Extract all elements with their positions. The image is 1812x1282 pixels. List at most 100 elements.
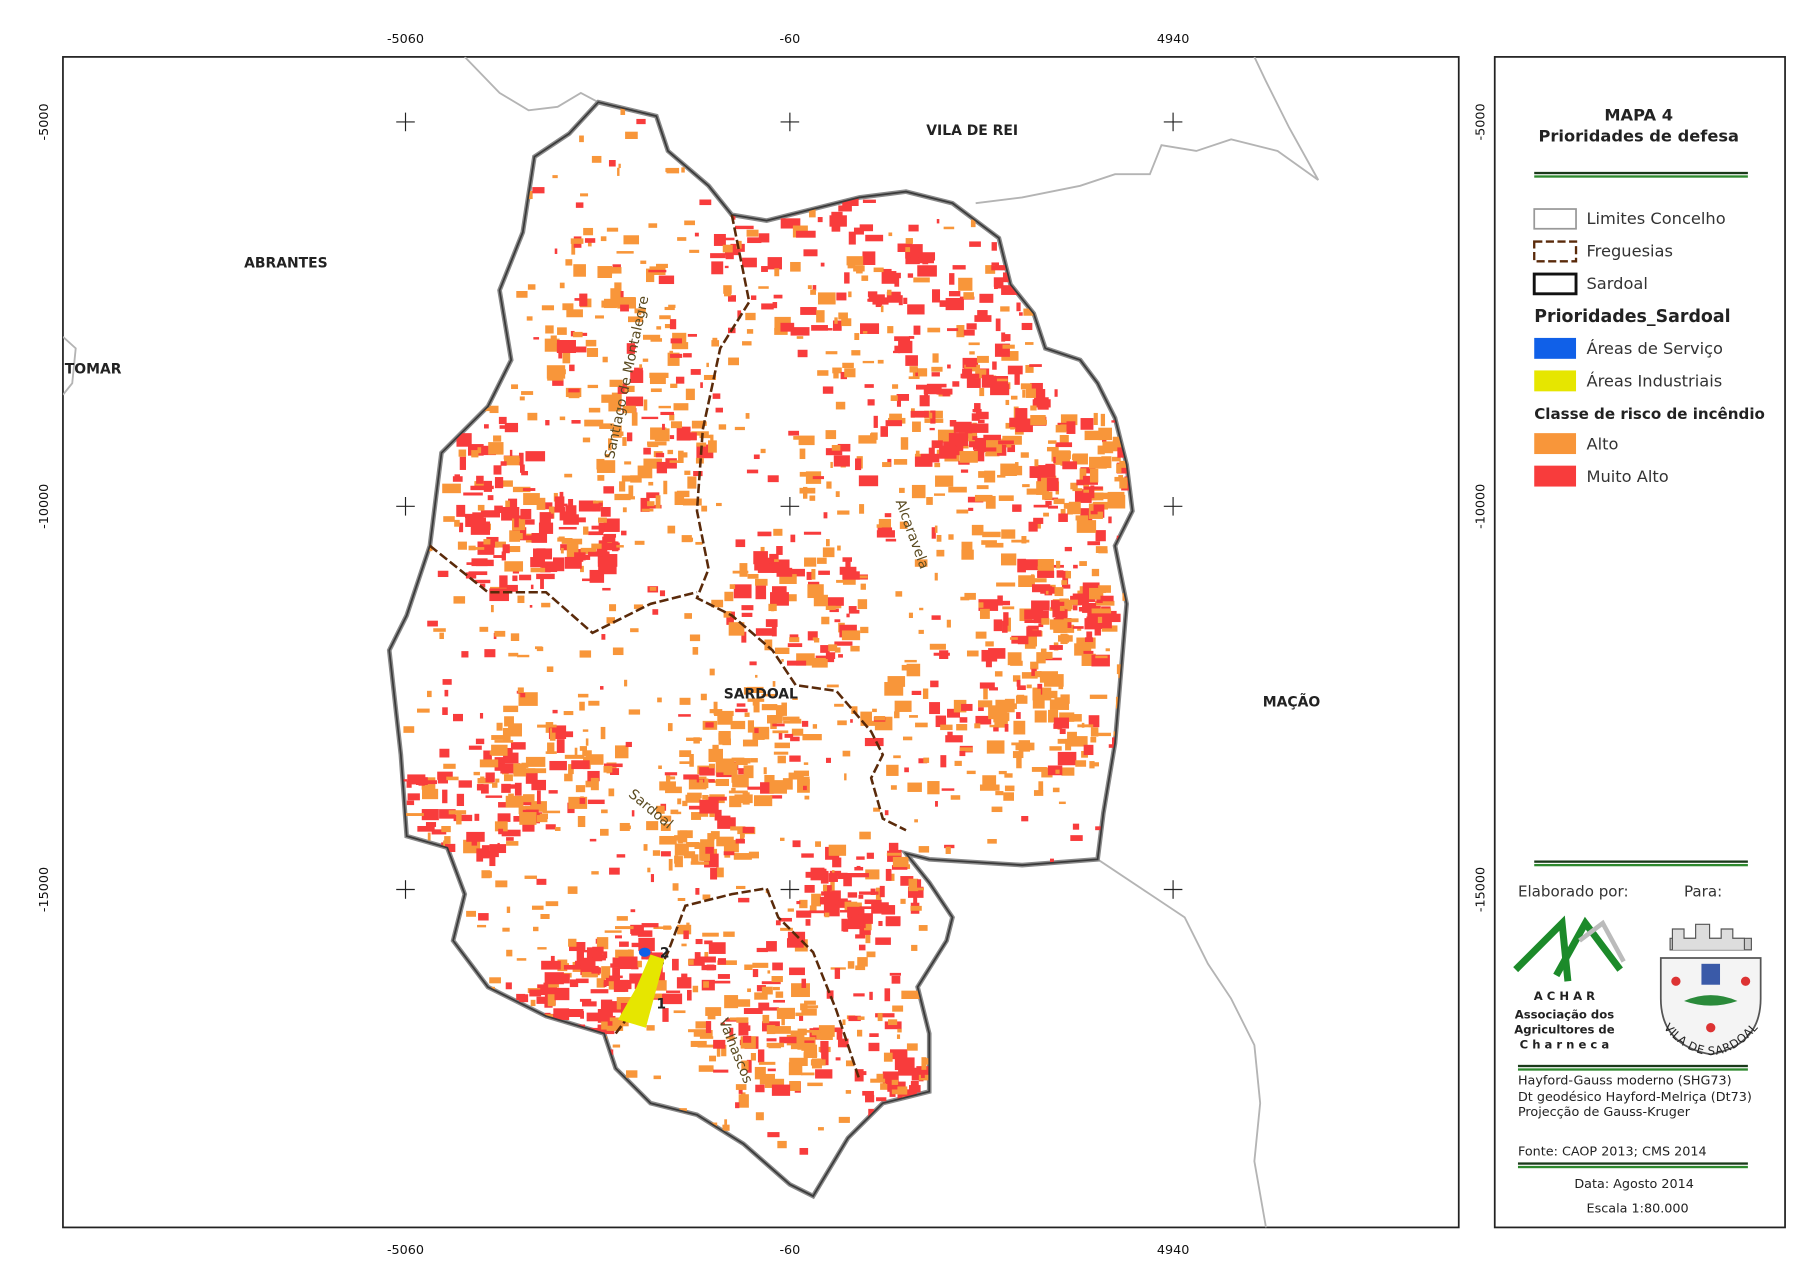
risk-patch (802, 734, 822, 741)
risk-patch (940, 724, 953, 731)
risk-patch (506, 949, 513, 957)
risk-patch (1054, 389, 1058, 397)
risk-patch (570, 238, 584, 244)
risk-patch (1083, 744, 1094, 756)
risk-patch (417, 708, 430, 713)
risk-patch (533, 337, 540, 340)
risk-patch (733, 584, 752, 599)
risk-patch (970, 219, 976, 228)
risk-patch (633, 604, 644, 609)
risk-patch (799, 1147, 809, 1155)
risk-patch (674, 491, 685, 506)
risk-patch (831, 224, 841, 232)
risk-patch (1004, 773, 1013, 778)
risk-patch (774, 742, 790, 749)
risk-patch (510, 633, 520, 641)
risk-patch (734, 999, 751, 1007)
risk-patch (683, 774, 699, 780)
risk-patch (602, 356, 608, 363)
risk-patch (601, 1021, 608, 1030)
x-coord-label: -60 (779, 32, 800, 47)
risk-patch (692, 985, 699, 993)
risk-patch (973, 437, 992, 450)
risk-patch (926, 497, 933, 505)
risk-patch (968, 342, 980, 346)
risk-patch (797, 1037, 816, 1050)
risk-patch (525, 451, 546, 462)
risk-patch (919, 395, 930, 407)
risk-patch (530, 567, 546, 573)
risk-patch (458, 780, 472, 788)
risk-patch (969, 241, 981, 247)
boundary-line (464, 56, 599, 112)
risk-patch (742, 739, 759, 747)
risk-patch (857, 1071, 867, 1076)
risk-patch (757, 563, 775, 573)
risk-patch (1031, 766, 1047, 772)
risk-patch (698, 956, 716, 963)
risk-patch (795, 1012, 803, 1017)
risk-patch (660, 815, 672, 822)
risk-patch (526, 316, 533, 321)
risk-patch (478, 913, 489, 921)
risk-patch (1101, 456, 1112, 469)
risk-patch (604, 454, 610, 458)
risk-patch (480, 583, 486, 588)
risk-patch (974, 403, 981, 413)
risk-patch (807, 631, 818, 641)
risk-patch (514, 782, 522, 796)
risk-patch (674, 835, 684, 841)
risk-patch (825, 430, 837, 440)
risk-patch (495, 541, 506, 548)
risk-patch (578, 500, 597, 512)
risk-patch (612, 425, 622, 438)
risk-patch (782, 778, 793, 790)
risk-patch (1011, 742, 1028, 746)
risk-patch (506, 841, 519, 846)
risk-patch (1044, 657, 1062, 661)
risk-patch (896, 1055, 901, 1060)
risk-patch (467, 444, 484, 456)
source-text: Fonte: CAOP 2013; CMS 2014 (1518, 1144, 1707, 1159)
risk-patch (838, 312, 848, 320)
risk-patch (930, 410, 936, 424)
risk-patch (833, 370, 839, 379)
risk-patch (672, 958, 679, 971)
risk-patch (662, 1008, 669, 1022)
risk-patch (1033, 790, 1044, 796)
risk-patch (1080, 508, 1093, 522)
risk-patch (690, 1040, 707, 1047)
risk-patch (610, 768, 620, 776)
risk-patch (540, 914, 550, 919)
crest: VILA DE SARDOAL (1659, 923, 1762, 1057)
risk-patch (969, 351, 975, 355)
risk-patch (805, 919, 811, 926)
risk-patch (743, 1008, 763, 1014)
risk-patch (542, 810, 561, 814)
risk-patch (865, 869, 880, 880)
risk-patch (421, 788, 439, 800)
risk-patch (722, 1124, 730, 1131)
risk-patch (1004, 698, 1015, 713)
risk-patch (637, 930, 653, 937)
risk-patch (699, 799, 719, 814)
risk-patch (1030, 661, 1039, 670)
risk-patch (489, 588, 509, 602)
risk-patch (874, 716, 886, 721)
risk-patch (801, 853, 814, 858)
risk-patch (1000, 306, 1010, 312)
risk-patch (585, 754, 604, 765)
risk-patch (579, 701, 585, 711)
risk-patch (491, 744, 508, 756)
risk-patch (655, 452, 665, 458)
risk-patch (1003, 612, 1009, 626)
risk-patch (1075, 760, 1087, 767)
risk-patch (982, 531, 1001, 538)
risk-patch (1052, 787, 1060, 793)
risk-patch (978, 599, 999, 611)
risk-patch (796, 336, 804, 339)
risk-patch (579, 746, 588, 751)
risk-patch (597, 556, 603, 564)
risk-patch (875, 937, 891, 945)
